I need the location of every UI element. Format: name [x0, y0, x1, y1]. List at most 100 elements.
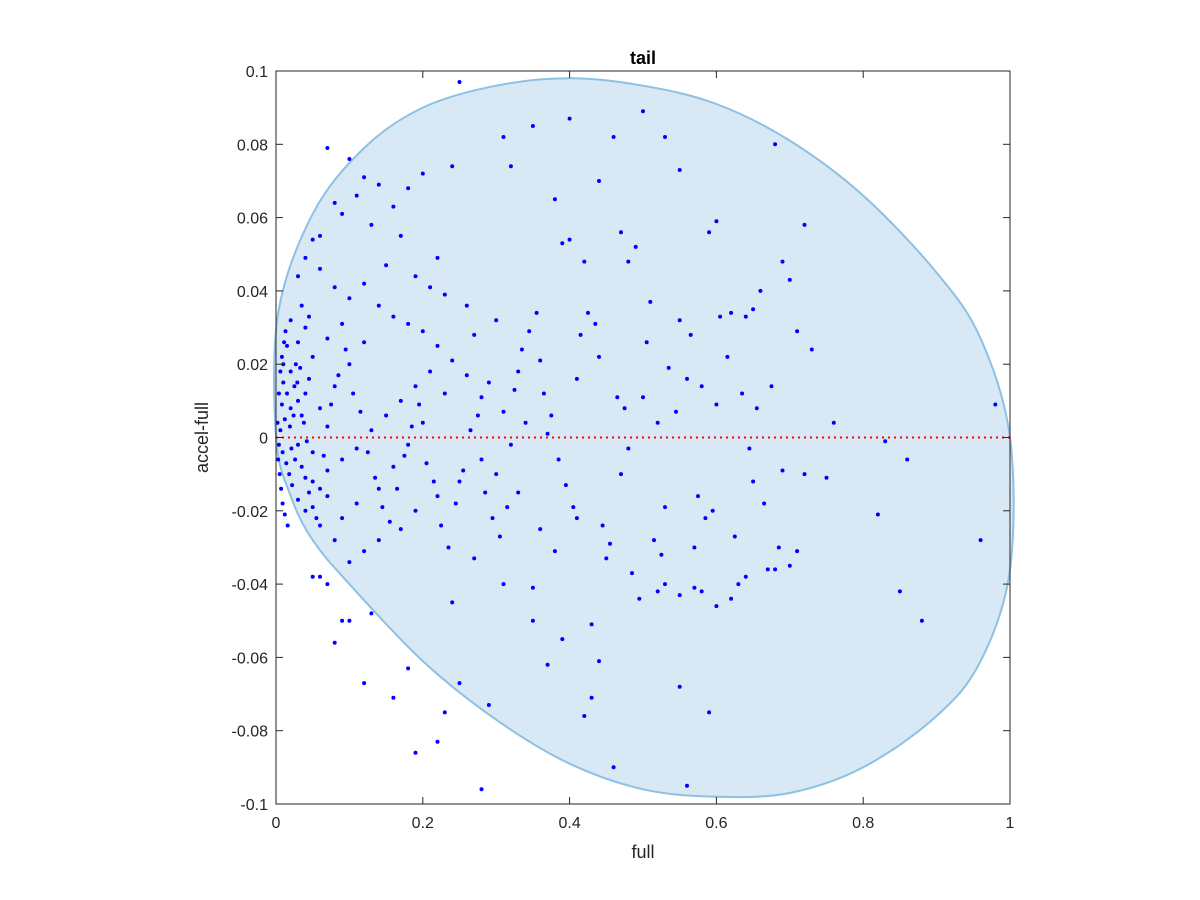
- data-point: [523, 420, 528, 425]
- data-point: [406, 186, 411, 191]
- data-point: [439, 523, 444, 528]
- data-point: [279, 402, 284, 407]
- data-point: [332, 285, 337, 290]
- data-point: [413, 384, 418, 389]
- data-point: [314, 516, 319, 521]
- data-point: [354, 501, 359, 506]
- data-point: [626, 446, 631, 451]
- data-point: [406, 321, 411, 326]
- data-point: [582, 714, 587, 718]
- data-point: [729, 596, 734, 601]
- data-point: [303, 475, 308, 480]
- data-point: [362, 681, 367, 686]
- data-point: [780, 259, 785, 264]
- data-point: [688, 332, 693, 337]
- data-point: [773, 567, 778, 572]
- data-point: [809, 347, 814, 352]
- data-point: [340, 618, 345, 623]
- data-point: [289, 446, 294, 451]
- data-point: [301, 420, 306, 425]
- data-point: [707, 710, 712, 715]
- data-point: [391, 204, 396, 209]
- data-point: [295, 380, 300, 385]
- data-point: [340, 516, 345, 521]
- data-point: [285, 391, 289, 396]
- data-point: [351, 391, 356, 396]
- data-point: [608, 541, 612, 546]
- data-point: [340, 211, 345, 216]
- data-point: [714, 604, 719, 609]
- data-point: [387, 519, 392, 524]
- data-point: [288, 318, 293, 323]
- data-point: [538, 358, 543, 363]
- data-point: [582, 259, 587, 264]
- data-point: [685, 376, 689, 381]
- data-point: [332, 640, 337, 645]
- data-point: [604, 556, 609, 561]
- data-point: [468, 428, 473, 433]
- data-point: [578, 332, 583, 337]
- data-point: [318, 523, 322, 528]
- data-point: [619, 230, 623, 235]
- data-point: [685, 783, 689, 788]
- data-point: [626, 259, 631, 264]
- data-point: [666, 365, 671, 370]
- data-point: [391, 695, 396, 700]
- data-point: [406, 442, 411, 447]
- data-point: [325, 582, 330, 587]
- data-point: [754, 406, 759, 411]
- data-point: [519, 347, 524, 352]
- data-point: [362, 549, 367, 554]
- data-point: [586, 310, 590, 315]
- data-point: [446, 545, 451, 550]
- data-point: [563, 483, 568, 488]
- data-point: [652, 538, 656, 543]
- data-point: [560, 241, 565, 246]
- data-point: [303, 255, 308, 260]
- data-point: [321, 453, 326, 458]
- data-point: [692, 545, 697, 550]
- data-point: [776, 545, 781, 550]
- data-point: [644, 340, 649, 345]
- data-point: [282, 340, 287, 345]
- data-point: [296, 442, 300, 447]
- y-tick-label: -0.02: [232, 504, 269, 521]
- data-point: [795, 549, 800, 554]
- data-point: [424, 461, 429, 466]
- data-point: [280, 450, 285, 455]
- data-point: [703, 516, 708, 521]
- y-tick-label: 0: [259, 431, 268, 448]
- data-point: [376, 303, 381, 308]
- data-point: [530, 618, 535, 623]
- x-axis: 0 0.2 0.4 0.6 0.8 1: [272, 71, 1015, 832]
- data-point: [278, 369, 283, 374]
- data-point: [420, 171, 425, 176]
- y-tick-label: -0.04: [232, 577, 269, 594]
- data-point: [611, 765, 616, 770]
- data-point: [310, 479, 315, 484]
- data-point: [402, 453, 407, 458]
- data-point: [516, 369, 521, 374]
- data-point: [450, 164, 455, 169]
- data-point: [417, 402, 422, 407]
- data-point: [285, 523, 290, 528]
- data-point: [398, 527, 403, 532]
- data-point: [347, 560, 352, 565]
- data-point: [318, 574, 322, 579]
- data-point: [619, 472, 623, 477]
- data-point: [905, 457, 910, 462]
- data-point: [442, 391, 447, 396]
- data-point: [574, 376, 579, 381]
- data-point: [293, 362, 298, 367]
- data-point: [516, 490, 521, 495]
- data-point: [291, 413, 296, 418]
- data-point: [288, 406, 293, 411]
- data-point: [655, 420, 660, 425]
- data-point: [740, 391, 745, 396]
- data-point: [787, 277, 792, 282]
- data-point: [369, 428, 374, 433]
- data-point: [413, 750, 418, 755]
- data-point: [340, 321, 345, 326]
- data-point: [279, 354, 284, 359]
- data-point: [622, 406, 627, 411]
